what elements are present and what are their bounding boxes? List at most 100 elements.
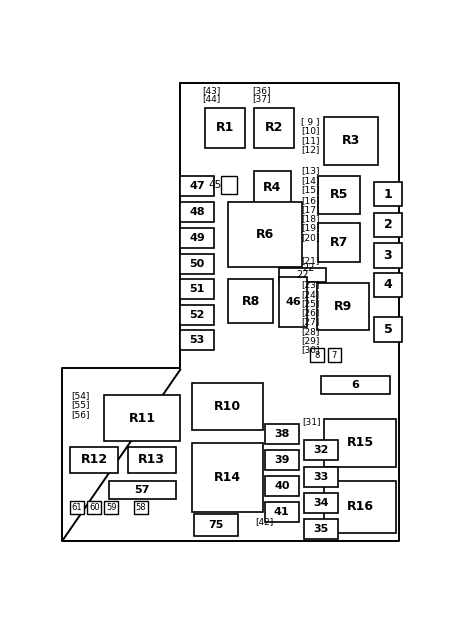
Text: R6: R6 <box>256 228 274 241</box>
Text: 49: 49 <box>189 233 205 243</box>
Text: R5: R5 <box>330 188 348 202</box>
Bar <box>180 305 214 325</box>
Text: 32: 32 <box>314 446 329 455</box>
Text: [25]: [25] <box>301 299 320 308</box>
Text: 34: 34 <box>314 498 329 508</box>
Text: 33: 33 <box>314 472 329 482</box>
Bar <box>127 447 176 473</box>
Text: 45: 45 <box>208 180 222 190</box>
Bar <box>104 395 180 441</box>
Text: [20]: [20] <box>301 232 320 241</box>
Bar <box>180 202 214 221</box>
Text: 75: 75 <box>208 520 224 530</box>
Text: 22: 22 <box>297 270 309 280</box>
Bar <box>180 176 214 196</box>
Bar <box>134 501 148 514</box>
Text: 7: 7 <box>332 351 337 360</box>
Text: 48: 48 <box>189 207 205 217</box>
Bar <box>265 449 299 470</box>
Bar <box>265 502 299 522</box>
Bar <box>374 213 402 237</box>
Text: 5: 5 <box>383 323 392 336</box>
Text: R1: R1 <box>216 121 234 134</box>
Bar <box>205 108 245 148</box>
Bar <box>254 171 291 204</box>
Bar <box>87 501 101 514</box>
Bar <box>374 243 402 268</box>
Text: R11: R11 <box>129 412 156 424</box>
Text: [54]: [54] <box>72 392 90 401</box>
Text: R9: R9 <box>334 300 352 313</box>
Text: [36]: [36] <box>252 85 271 94</box>
Text: R10: R10 <box>214 400 241 413</box>
Bar <box>304 467 338 487</box>
Bar <box>374 317 402 342</box>
Text: 58: 58 <box>135 503 146 512</box>
Bar <box>104 501 118 514</box>
Text: R14: R14 <box>214 471 241 484</box>
Text: 22: 22 <box>303 263 315 273</box>
Text: [14]: [14] <box>301 176 320 185</box>
Text: 46: 46 <box>285 297 302 307</box>
Text: 41: 41 <box>274 507 290 517</box>
Text: 4: 4 <box>383 279 392 291</box>
Text: [11]: [11] <box>301 135 320 144</box>
Bar <box>180 254 214 274</box>
Text: [17]: [17] <box>301 205 320 214</box>
Bar <box>304 440 338 460</box>
Text: [15]: [15] <box>301 185 320 194</box>
Text: 50: 50 <box>190 259 205 269</box>
Text: R12: R12 <box>81 453 108 466</box>
Text: [23]: [23] <box>301 281 320 290</box>
Bar <box>374 273 402 297</box>
Text: R16: R16 <box>346 500 374 513</box>
Text: 39: 39 <box>274 455 289 465</box>
Bar <box>180 279 214 299</box>
Text: [18]: [18] <box>301 214 320 223</box>
Text: [56]: [56] <box>72 410 90 419</box>
Text: [19]: [19] <box>301 223 320 232</box>
Text: R4: R4 <box>263 180 282 194</box>
Text: [30]: [30] <box>301 345 320 354</box>
Bar <box>279 277 307 327</box>
Text: 57: 57 <box>135 485 150 495</box>
Bar <box>180 329 214 350</box>
Text: R8: R8 <box>242 295 260 308</box>
Bar <box>194 514 238 536</box>
Bar <box>328 348 342 362</box>
Text: 53: 53 <box>190 334 205 345</box>
Bar <box>324 117 378 165</box>
Bar <box>304 519 338 539</box>
Text: [16]: [16] <box>301 196 320 205</box>
Bar <box>324 480 396 533</box>
Text: R15: R15 <box>346 437 374 449</box>
Bar <box>265 476 299 496</box>
Text: 38: 38 <box>274 429 289 438</box>
Bar <box>321 376 390 394</box>
Text: [43]: [43] <box>202 85 220 94</box>
Text: 40: 40 <box>274 481 289 491</box>
Text: 2: 2 <box>383 218 392 231</box>
Bar <box>318 223 360 262</box>
Text: 6: 6 <box>351 380 360 390</box>
Text: R2: R2 <box>265 121 283 134</box>
Text: [21]: [21] <box>301 256 320 265</box>
Bar <box>318 176 360 214</box>
Bar <box>228 202 302 267</box>
Bar <box>109 480 176 499</box>
Bar <box>228 279 273 324</box>
Text: [26]: [26] <box>301 308 320 317</box>
Bar <box>279 268 326 282</box>
Bar <box>192 443 263 512</box>
Text: 47: 47 <box>189 180 205 191</box>
Bar <box>317 283 369 329</box>
Text: [44]: [44] <box>202 94 220 103</box>
Bar <box>265 424 299 444</box>
Bar <box>180 228 214 248</box>
Text: [27]: [27] <box>301 317 320 326</box>
Text: [37]: [37] <box>252 94 271 103</box>
Text: [12]: [12] <box>301 145 320 154</box>
Text: 60: 60 <box>89 503 99 512</box>
Text: [28]: [28] <box>301 327 320 336</box>
Bar <box>310 348 324 362</box>
